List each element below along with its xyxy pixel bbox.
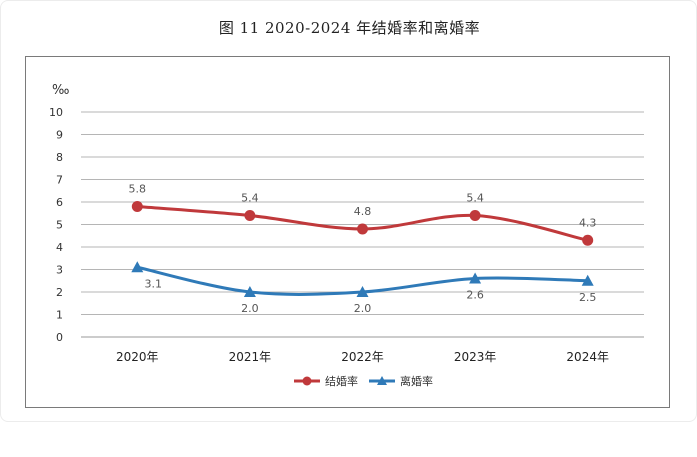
data-point <box>469 272 482 284</box>
chart-card: 图 11 2020-2024 年结婚率和离婚率 ‰ 0 1 2 3 4 5 6 7 8 9 10 20… <box>0 0 697 422</box>
y-tick-label: 1 <box>56 309 63 322</box>
data-point <box>581 274 594 286</box>
legend-label: 离婚率 <box>400 374 433 388</box>
x-tick-label: 2021年 <box>229 350 272 364</box>
y-tick-label: 8 <box>56 151 63 164</box>
x-tick-label: 2023年 <box>454 350 497 364</box>
y-tick-label: 7 <box>56 174 63 187</box>
y-unit-label: ‰ <box>52 83 69 98</box>
data-label: 2.5 <box>579 291 597 304</box>
data-point <box>131 261 144 273</box>
x-tick-label: 2020年 <box>116 350 159 364</box>
legend-marker <box>377 376 387 385</box>
line-chart: ‰ 0 1 2 3 4 5 6 7 8 9 10 2020年 2021年 2022年 2023年 2024年 5… <box>49 83 644 388</box>
y-tick-label: 3 <box>56 264 63 277</box>
data-point <box>244 210 256 221</box>
y-tick-label: 2 <box>56 286 63 299</box>
data-label: 4.8 <box>354 205 372 218</box>
data-label: 5.8 <box>129 183 147 196</box>
data-label: 5.4 <box>466 192 484 205</box>
chart-frame: ‰ 0 1 2 3 4 5 6 7 8 9 10 2020年 2021年 2022年 2023年 2024年 5… <box>25 56 670 408</box>
data-label: 5.4 <box>241 192 259 205</box>
y-tick-label: 10 <box>49 106 63 119</box>
y-tick-label: 0 <box>56 331 63 344</box>
legend-marker <box>302 376 312 386</box>
data-point <box>131 201 143 212</box>
figure-title: 图 11 2020-2024 年结婚率和离婚率 <box>218 19 481 37</box>
data-label: 2.6 <box>466 289 484 302</box>
data-label: 2.0 <box>241 302 259 315</box>
y-tick-label: 5 <box>56 219 63 232</box>
y-tick-label: 4 <box>56 241 63 254</box>
data-label: 2.0 <box>354 302 372 315</box>
data-point <box>469 210 481 221</box>
x-tick-label: 2022年 <box>341 350 384 364</box>
data-label: 3.1 <box>145 277 163 290</box>
y-tick-label: 6 <box>56 196 63 209</box>
data-label: 4.3 <box>579 216 597 229</box>
y-tick-label: 9 <box>56 129 63 142</box>
x-tick-label: 2024年 <box>566 350 609 364</box>
legend-label: 结婚率 <box>325 374 358 388</box>
data-point <box>357 223 368 235</box>
data-point <box>243 286 256 297</box>
data-point <box>582 234 594 246</box>
data-point <box>356 286 369 297</box>
